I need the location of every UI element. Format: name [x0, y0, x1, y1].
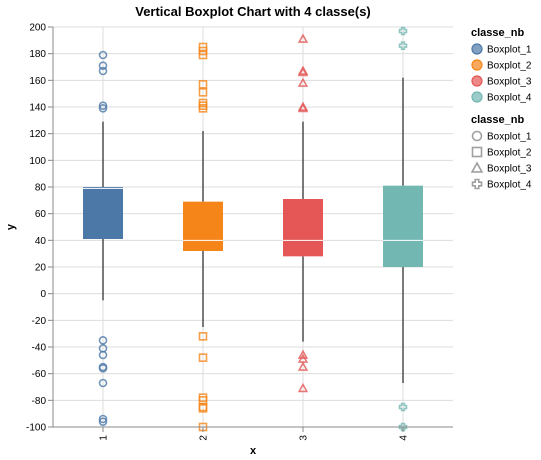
outlier-point — [98, 364, 108, 373]
boxplot-1 — [83, 50, 123, 426]
y-tick-label: -40 — [32, 343, 47, 354]
legend-shape-symbol — [471, 146, 483, 158]
legend-color-symbol — [471, 91, 483, 103]
box — [83, 187, 123, 239]
box — [283, 199, 323, 257]
outlier-point — [98, 336, 108, 345]
outlier-point — [398, 422, 408, 432]
boxplot-4 — [383, 26, 423, 432]
outlier-point — [198, 404, 208, 413]
y-tick-label: -100 — [26, 423, 46, 434]
outlier-point — [98, 350, 108, 360]
legend-shape-symbol — [471, 130, 483, 142]
y-tick-label: 20 — [35, 263, 47, 274]
y-tick-label: -20 — [32, 316, 47, 327]
outlier-point — [98, 104, 108, 113]
box — [183, 201, 223, 251]
outlier-point — [198, 50, 208, 60]
outlier-point — [297, 361, 309, 371]
legend-label: Boxplot_2 — [487, 61, 532, 72]
legend-color-symbol — [471, 75, 483, 87]
x-tick-label: 4 — [399, 435, 410, 441]
outlier-point — [297, 102, 309, 113]
outlier-point — [98, 101, 108, 110]
outlier-point — [398, 26, 408, 36]
legend-label: Boxplot_3 — [487, 77, 532, 88]
legend-shape-symbol — [470, 161, 484, 173]
outlier-point — [98, 417, 108, 426]
legend-label: Boxplot_1 — [487, 132, 532, 143]
outlier-point — [98, 378, 108, 388]
outlier-point — [398, 41, 408, 50]
outlier-point — [98, 414, 108, 424]
y-tick-label: 180 — [29, 49, 46, 60]
box — [383, 185, 423, 267]
legend-title-color: classe_nb — [471, 27, 524, 39]
legend-label: Boxplot_2 — [487, 148, 532, 159]
outlier-point — [297, 66, 309, 77]
legend-label: Boxplot_3 — [487, 164, 532, 175]
outlier-point — [297, 349, 309, 359]
y-tick-label: -60 — [32, 369, 47, 380]
legend: classe_nb Boxplot_1 Boxplot_2 Boxplot_3 Boxp… — [470, 27, 532, 191]
axes: -100 -80 -60 -40 -20 0 20 40 60 80 100 120 140 160 180… — [26, 23, 453, 441]
y-axis-title: y — [5, 223, 17, 230]
y-tick-label: 160 — [29, 76, 46, 87]
x-tick-label: 3 — [299, 435, 310, 441]
outlier-point — [297, 33, 309, 43]
outlier-point — [198, 80, 208, 89]
legend-color-symbol — [471, 43, 483, 55]
outlier-point — [198, 88, 208, 97]
outlier-point — [198, 332, 208, 341]
legend-color-symbol — [471, 59, 483, 71]
boxplot-2 — [183, 42, 223, 432]
y-tick-label: 60 — [35, 209, 47, 220]
y-tick-label: 40 — [35, 236, 47, 247]
outlier-point — [98, 66, 108, 76]
outlier-point — [198, 353, 208, 362]
y-tick-label: 100 — [29, 156, 46, 167]
legend-title-shape: classe_nb — [471, 114, 524, 126]
y-tick-label: 0 — [40, 289, 46, 300]
y-tick-label: -80 — [32, 396, 47, 407]
x-tick-label: 2 — [199, 435, 210, 441]
y-tick-label: 200 — [29, 23, 46, 34]
boxplot-3 — [283, 33, 323, 393]
plot-marks — [83, 26, 423, 432]
outlier-point — [98, 61, 108, 70]
legend-label: Boxplot_4 — [487, 180, 532, 191]
chart-title: Vertical Boxplot Chart with 4 classe(s) — [135, 4, 371, 19]
outlier-point — [98, 50, 108, 60]
outlier-point — [297, 382, 309, 393]
legend-label: Boxplot_4 — [487, 93, 532, 104]
x-tick-label: 1 — [99, 435, 110, 441]
outlier-point — [398, 402, 408, 412]
legend-shape-symbol — [471, 178, 483, 190]
outlier-point — [297, 77, 309, 87]
x-axis-title: x — [250, 445, 257, 457]
y-tick-label: 80 — [35, 183, 47, 194]
outlier-point — [198, 104, 208, 113]
y-tick-label: 140 — [29, 103, 46, 114]
legend-label: Boxplot_1 — [487, 45, 532, 56]
y-tick-label: 120 — [29, 129, 46, 140]
